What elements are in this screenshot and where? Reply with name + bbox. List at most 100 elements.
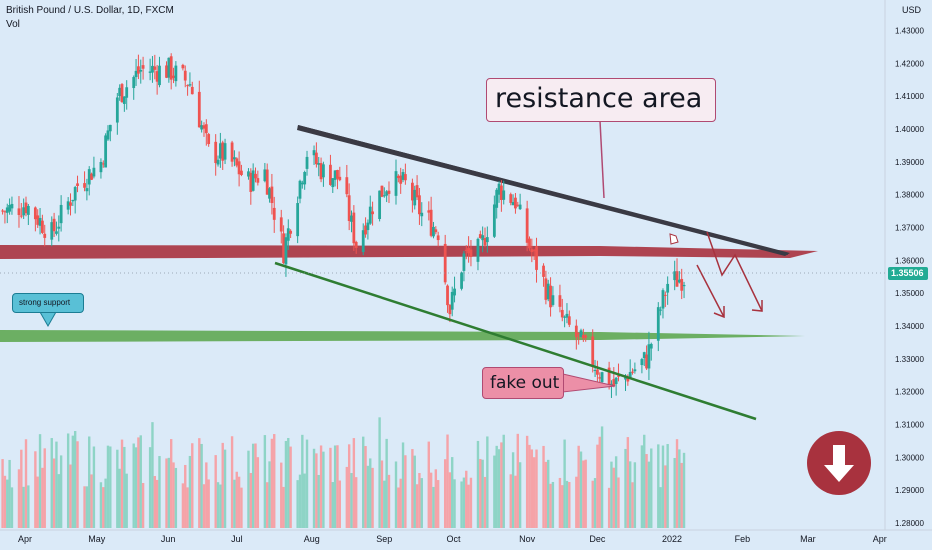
- volume-bar: [247, 450, 250, 528]
- candle-body: [371, 211, 374, 215]
- volume-bar: [624, 448, 627, 528]
- volume-bar: [88, 436, 91, 528]
- volume-bar: [633, 462, 637, 528]
- volume-bar: [666, 444, 669, 528]
- volume-bar: [134, 447, 138, 528]
- candle-body: [581, 335, 585, 339]
- candle-body: [574, 325, 578, 338]
- last-price-tag: 1.35506: [888, 267, 928, 280]
- candle-body: [329, 164, 332, 185]
- candle-body: [518, 204, 522, 210]
- candle-body: [169, 56, 173, 80]
- candle-body: [165, 65, 168, 78]
- volume-bar: [497, 449, 501, 528]
- candle-body: [115, 97, 119, 123]
- candle-body: [368, 206, 372, 224]
- candle-body: [251, 170, 255, 191]
- candle-body: [263, 169, 267, 182]
- candle-body: [333, 170, 337, 180]
- volume-bar: [399, 478, 402, 528]
- volume-bar: [429, 472, 433, 528]
- volume-bar: [575, 476, 578, 528]
- volume-bar: [528, 444, 531, 528]
- candle-body: [312, 150, 316, 156]
- volume-bar: [55, 441, 58, 528]
- candle-body: [446, 285, 449, 306]
- candle-body: [399, 175, 403, 184]
- candle-body: [52, 218, 56, 232]
- volume-bar: [364, 446, 367, 528]
- volume-bar: [434, 469, 438, 528]
- candle-body: [3, 211, 7, 213]
- candle-body: [1, 210, 4, 212]
- candle-body: [610, 383, 613, 385]
- volume-bar: [38, 434, 42, 528]
- candle-body: [516, 204, 520, 206]
- volume-bar: [650, 448, 653, 528]
- volume-bar: [645, 454, 648, 528]
- candle-body: [413, 189, 417, 206]
- candle-body: [148, 71, 152, 73]
- support-callout-pointer: [39, 311, 57, 328]
- volume-bar: [158, 456, 161, 528]
- volume-bar: [371, 467, 374, 528]
- volume-bar: [184, 464, 187, 528]
- candle-body: [633, 369, 637, 372]
- volume-bar: [418, 473, 421, 528]
- volume-bar: [500, 442, 503, 528]
- volume-bar: [186, 487, 189, 528]
- volume-bar: [10, 487, 14, 528]
- volume-bar: [582, 460, 585, 528]
- candle-body: [560, 309, 564, 318]
- candle-body: [10, 203, 14, 209]
- candle-body: [485, 237, 489, 243]
- price-tick-label: 1.38000: [895, 191, 924, 200]
- volume-bar: [169, 439, 173, 528]
- volume-bar: [476, 440, 480, 528]
- fake-out-callout[interactable]: fake out: [482, 367, 564, 399]
- candle-body: [33, 207, 37, 220]
- lower-support-trendline: [274, 261, 757, 421]
- candle-body: [469, 249, 473, 257]
- time-axis-label: 2022: [662, 534, 682, 544]
- candle-body: [443, 243, 447, 283]
- strong-support-callout[interactable]: strong support: [12, 293, 84, 313]
- candle-body: [401, 172, 405, 180]
- volume-bar: [593, 478, 597, 528]
- candle-body: [204, 124, 208, 134]
- volume-indicator-label[interactable]: Vol: [6, 19, 20, 30]
- symbol-title[interactable]: British Pound / U.S. Dollar, 1D, FXCM: [6, 5, 174, 16]
- candle-body: [319, 163, 323, 180]
- volume-bar: [628, 461, 632, 528]
- resistance-area-callout[interactable]: resistance area: [486, 78, 716, 122]
- volume-bar: [301, 434, 304, 528]
- candle-body: [567, 316, 571, 325]
- price-tick-label: 1.28000: [895, 519, 924, 528]
- candle-body: [40, 220, 44, 233]
- candle-body: [380, 185, 384, 197]
- candle-body: [300, 182, 304, 185]
- volume-bar: [20, 449, 23, 528]
- candle-body: [83, 183, 86, 188]
- candle-body: [677, 279, 681, 283]
- volume-bar: [460, 481, 463, 528]
- candle-body: [289, 230, 293, 234]
- volume-bar: [518, 462, 522, 528]
- volume-bar: [596, 444, 599, 528]
- candle-body: [200, 125, 204, 130]
- candle-body: [120, 84, 124, 103]
- candle-body: [230, 142, 234, 162]
- volume-bar: [509, 474, 512, 528]
- volume-bar: [579, 451, 583, 528]
- candle-body: [350, 215, 353, 222]
- volume-bar: [657, 444, 660, 528]
- volume-bar: [172, 462, 175, 528]
- volume-bar: [303, 473, 306, 528]
- time-axis-label: Apr: [18, 534, 32, 544]
- volume-bar: [514, 475, 517, 528]
- volume-bar: [401, 442, 405, 528]
- candle-body: [186, 85, 189, 87]
- candle-body: [495, 189, 499, 208]
- volume-bar: [268, 461, 271, 528]
